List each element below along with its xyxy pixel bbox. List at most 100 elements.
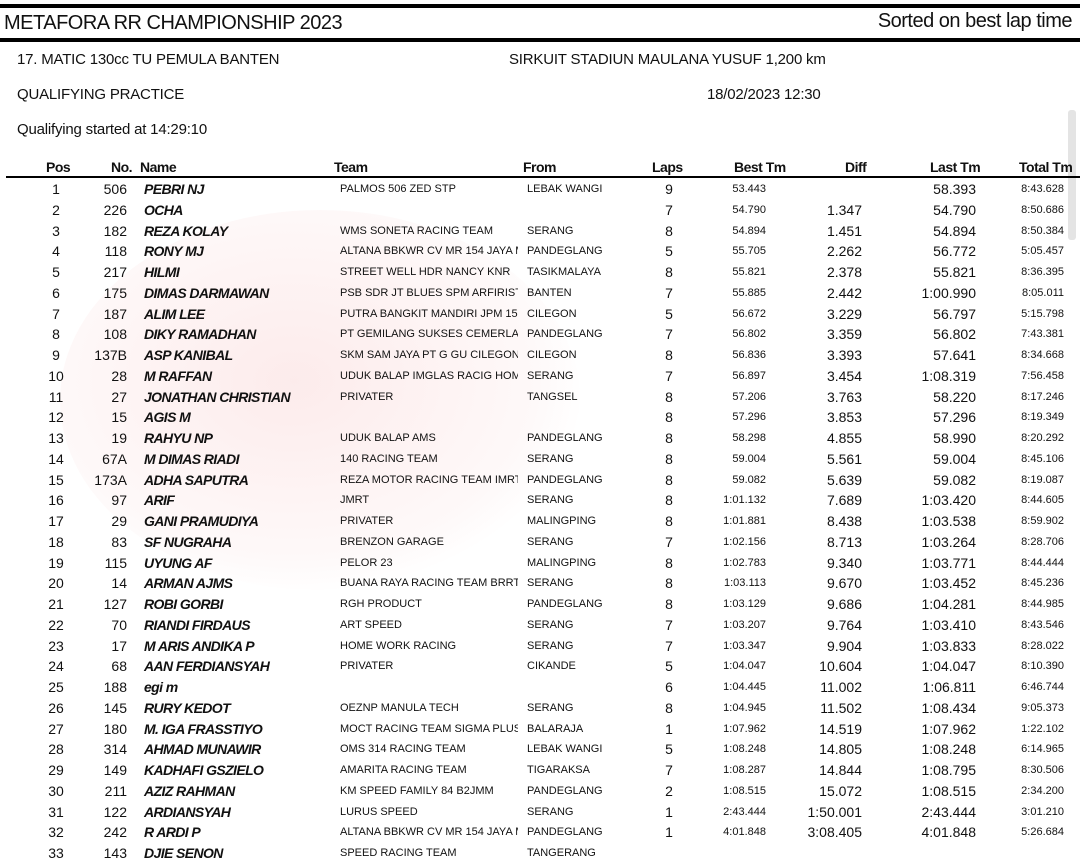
cell-laps: 7 xyxy=(665,637,673,654)
cell-from: PANDEGLANG xyxy=(527,598,603,610)
cell-diff: 8.713 xyxy=(826,533,862,550)
sort-label: Sorted on best lap time xyxy=(877,10,1073,32)
cell-last: 1:08.319 xyxy=(921,367,977,384)
table-row: 18 83 SF NUGRAHA BRENZON GARAGE SERANG 7 1:02.… xyxy=(0,532,1080,552)
header-diff: Diff xyxy=(845,159,867,175)
cell-team: SPEED RACING TEAM xyxy=(340,847,457,859)
cell-total: 8:44.605 xyxy=(1021,494,1064,507)
cell-last: 1:08.795 xyxy=(921,762,977,778)
cell-name: DIKY RAMADHAN xyxy=(144,326,256,343)
cell-team: STREET WELL HDR NANCY KNR xyxy=(340,266,511,278)
cell-no: 14 xyxy=(111,575,127,592)
cell-diff: 3.763 xyxy=(826,388,862,405)
cell-best: 1:08.515 xyxy=(723,784,766,797)
cell-team: UDUK BALAP AMS xyxy=(340,432,436,444)
cell-best: 53.443 xyxy=(732,183,766,195)
cell-best: 1:07.962 xyxy=(723,722,766,735)
cell-pos: 21 xyxy=(48,596,64,612)
cell-last: 1:08.248 xyxy=(921,741,977,758)
cell-laps: 8 xyxy=(665,388,673,405)
cell-best: 1:08.248 xyxy=(723,743,766,756)
cell-total: 8:43.546 xyxy=(1021,618,1064,631)
cell-laps: 1 xyxy=(665,824,673,841)
cell-from: PANDEGLANG xyxy=(527,784,603,797)
cell-no: 27 xyxy=(111,388,127,405)
table-row: 15 173A ADHA SAPUTRA REZA MOTOR RACING TEAM… xyxy=(0,470,1080,490)
cell-best: 54.790 xyxy=(732,203,766,216)
cell-best: 57.206 xyxy=(732,390,766,403)
cell-name: GANI PRAMUDIYA xyxy=(144,513,259,529)
table-row: 6 175 DIMAS DARMAWAN PSB SDR JT BLUES SPM A… xyxy=(0,283,1080,303)
cell-last: 56.772 xyxy=(933,243,976,260)
cell-pos: 1 xyxy=(52,181,60,197)
cell-laps: 8 xyxy=(665,492,673,509)
table-row: 25 188 egi m 6 1:04.445 11.002 1:06.811 6:46.74… xyxy=(0,677,1080,697)
cell-total: 6:14.965 xyxy=(1021,743,1064,756)
cell-total: 8:59.902 xyxy=(1021,515,1064,527)
cell-last: 1:00.990 xyxy=(921,284,977,301)
table-row: 30 211 AZIZ RAHMAN KM SPEED FAMILY 84 B2JMM… xyxy=(0,781,1080,801)
table-row: 17 29 GANI PRAMUDIYA PRIVATER MALINGPING 8 1:0… xyxy=(0,511,1080,531)
cell-name: ALIM LEE xyxy=(144,305,205,322)
cell-laps: 8 xyxy=(665,596,673,612)
cell-total: 7:56.458 xyxy=(1021,369,1064,382)
cell-pos: 31 xyxy=(48,803,64,820)
cell-pos: 25 xyxy=(48,679,64,695)
cell-name: M DIMAS RIADI xyxy=(144,450,239,467)
cell-name: HILMI xyxy=(144,264,180,280)
table-row: 2 226 OCHA 7 54.790 1.347 54.790 8:50.686 xyxy=(0,200,1080,220)
cell-best: 59.082 xyxy=(732,473,766,486)
cell-best: 1:04.445 xyxy=(723,681,766,693)
cell-from: MALINGPING xyxy=(527,515,597,527)
cell-best: 57.296 xyxy=(732,411,766,424)
cell-from: TIGARAKSA xyxy=(527,764,590,776)
cell-no: 127 xyxy=(103,596,127,612)
cell-laps: 1 xyxy=(665,720,673,737)
cell-best: 1:04.047 xyxy=(723,660,766,673)
cell-from: TANGSEL xyxy=(527,390,578,403)
cell-team: ALTANA BBKWR CV MR 154 JAYA M xyxy=(340,245,518,258)
cell-best: 1:01.132 xyxy=(723,494,766,507)
cell-no: 67A xyxy=(102,450,127,467)
cell-from: TASIKMALAYA xyxy=(527,266,601,278)
cell-total: 8:44.985 xyxy=(1021,598,1064,610)
cell-laps: 5 xyxy=(665,305,673,322)
cell-last: 54.790 xyxy=(933,201,976,218)
cell-team: WMS SONETA RACING TEAM xyxy=(340,224,493,237)
session-name: QUALIFYING PRACTICE xyxy=(17,86,185,103)
cell-total: 8:43.628 xyxy=(1021,183,1064,195)
table-row: 8 108 DIKY RAMADHAN PT GEMILANG SUKSES CEME… xyxy=(0,324,1080,344)
table-row: 12 15 AGIS M 8 57.296 3.853 57.296 8:19.349 xyxy=(0,407,1080,427)
cell-diff: 1.451 xyxy=(826,222,862,239)
cell-diff: 5.561 xyxy=(826,450,862,467)
cell-no: 137B xyxy=(94,347,127,363)
cell-laps: 7 xyxy=(665,616,673,633)
cell-diff: 11.502 xyxy=(820,699,862,716)
cell-pos: 6 xyxy=(52,284,60,301)
cell-no: 217 xyxy=(103,264,127,280)
cell-pos: 9 xyxy=(52,347,60,363)
cell-total: 3:01.210 xyxy=(1021,805,1064,818)
cell-no: 180 xyxy=(103,720,127,737)
scrollbar[interactable] xyxy=(1068,110,1076,240)
header-best: Best Tm xyxy=(734,159,786,175)
cell-no: 143 xyxy=(103,845,127,861)
table-row: 29 149 KADHAFI GSZIELO AMARITA RACING TEAM T… xyxy=(0,760,1080,780)
cell-laps: 8 xyxy=(665,264,673,280)
cell-no: 226 xyxy=(103,201,127,218)
cell-total: 8:44.444 xyxy=(1021,556,1064,569)
header-pos: Pos xyxy=(46,159,71,175)
cell-best: 1:03.347 xyxy=(723,639,766,652)
table-row: 31 122 ARDIANSYAH LURUS SPEED SERANG 1 2:43.44… xyxy=(0,802,1080,822)
cell-pos: 24 xyxy=(48,658,64,675)
cell-total: 8:28.706 xyxy=(1021,535,1064,548)
table-row: 7 187 ALIM LEE PUTRA BANGKIT MANDIRI JPM 15… xyxy=(0,304,1080,324)
cell-total: 8:20.292 xyxy=(1021,432,1064,444)
cell-team: PRIVATER xyxy=(340,660,394,673)
cell-pos: 16 xyxy=(48,492,64,509)
cell-from: SERANG xyxy=(527,701,574,714)
table-row: 3 182 REZA KOLAY WMS SONETA RACING TEAM SERA… xyxy=(0,221,1080,241)
header-laps: Laps xyxy=(652,159,683,175)
cell-diff: 9.686 xyxy=(826,596,862,612)
cell-diff: 2.378 xyxy=(826,264,862,280)
